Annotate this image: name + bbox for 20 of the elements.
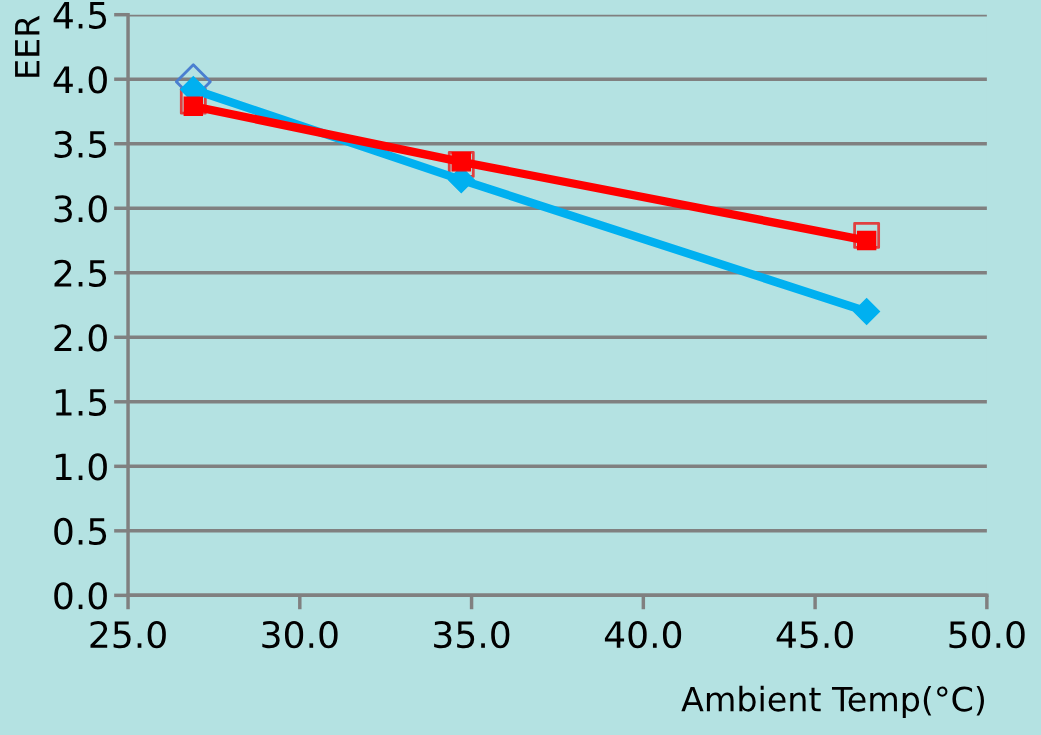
point xyxy=(853,221,881,249)
y-tick-label: 2.5 xyxy=(54,259,107,287)
y-tick-label: 3.0 xyxy=(54,195,107,223)
y-tick-label: 1.0 xyxy=(55,453,107,481)
y-tick-label: 0.0 xyxy=(54,582,107,610)
y-tick-label: 4.0 xyxy=(53,66,107,94)
x-tick-label: 40.0 xyxy=(604,620,682,649)
x-axis-title: Ambient Temp(°C) xyxy=(681,685,984,719)
y-tick-label: 2.0 xyxy=(54,324,107,352)
x-tick-label: 30.0 xyxy=(262,620,338,649)
x-tick-label: 35.0 xyxy=(434,620,510,649)
y-tick-label: 0.5 xyxy=(54,517,107,546)
x-tick-label: 45.0 xyxy=(776,620,853,649)
x-tick-label: 25.0 xyxy=(90,620,166,649)
y-tick-label: 3.5 xyxy=(54,130,107,158)
y-tick-label: 4.5 xyxy=(53,2,107,29)
y-tick-label: 1.5 xyxy=(55,389,107,417)
x-tick-label: 50.0 xyxy=(949,620,1025,649)
point xyxy=(853,298,881,325)
y-axis-title: EER xyxy=(15,15,40,77)
